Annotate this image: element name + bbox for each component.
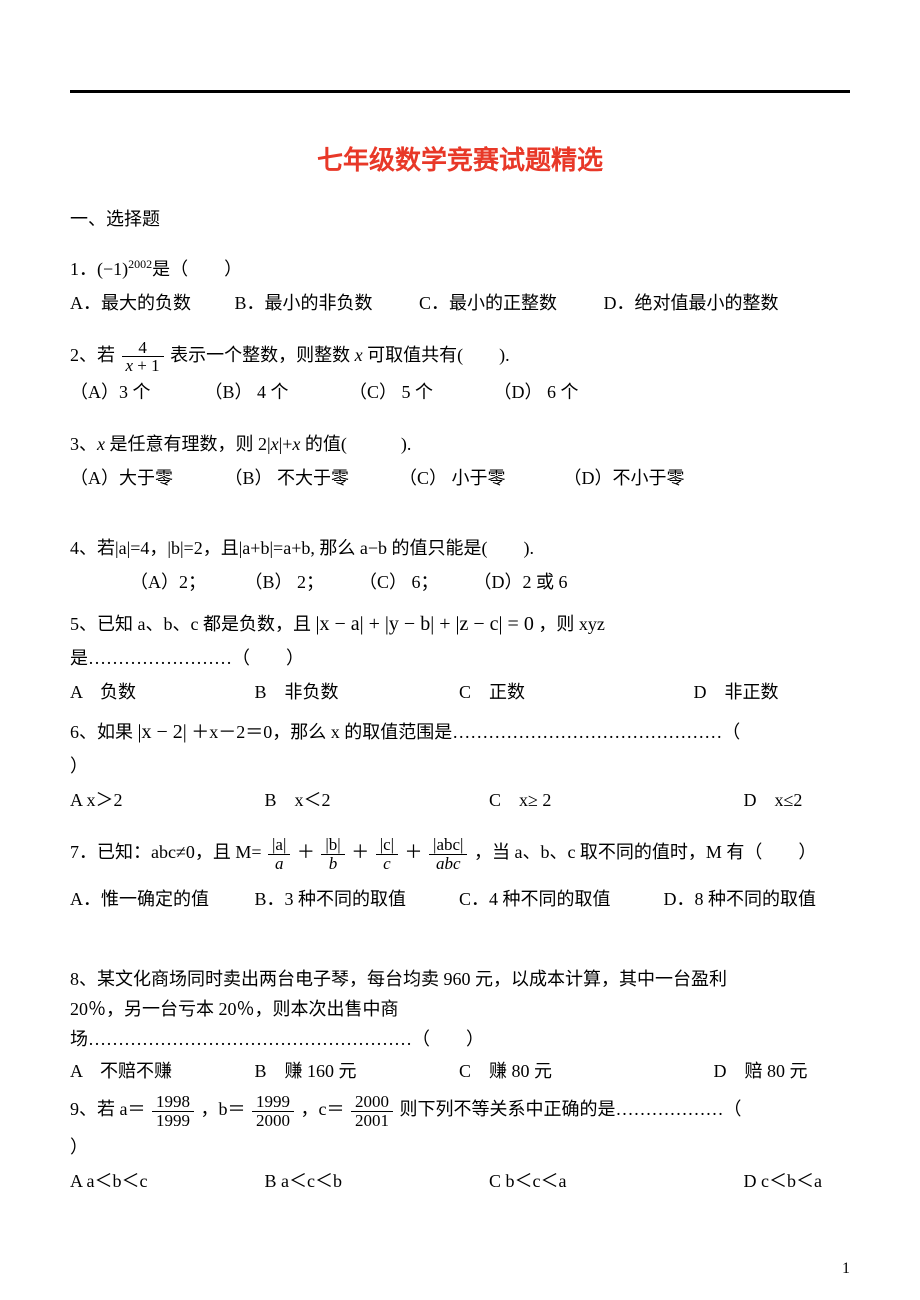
q3-opt-c: （C） 小于零 bbox=[399, 461, 559, 495]
q1-stem-b: 是（ ） bbox=[152, 259, 242, 279]
q1-stem-a: 1．(−1) bbox=[70, 259, 128, 279]
question-6: 6、如果 |x − 2| ＋x－2＝0，那么 x 的取值范围是………………………… bbox=[70, 715, 850, 817]
page-number: 1 bbox=[842, 1260, 850, 1278]
question-8: 8、某文化商场同时卖出两台电子琴，每台均卖 960 元，以成本计算，其中一台盈利… bbox=[70, 964, 850, 1088]
q2-options: （A）3 个 （B） 4 个 （C） 5 个 （D） 6 个 bbox=[70, 375, 850, 409]
q8-opt-b: B 赚 160 元 bbox=[255, 1054, 455, 1088]
q8-opt-c: C 赚 80 元 bbox=[459, 1054, 709, 1088]
q9-fc: 20002001 bbox=[351, 1093, 393, 1130]
q8-stem-a: 8、某文化商场同时卖出两台电子琴，每台均卖 960 元，以成本计算，其中一台盈利 bbox=[70, 964, 850, 994]
q6-close: ） bbox=[70, 749, 850, 783]
q2-fraction: 4 x + 1 bbox=[122, 339, 164, 376]
q5-stem-b: ，则 xyz bbox=[538, 614, 605, 634]
q6-opt-c: C x≥ 2 bbox=[489, 783, 739, 817]
q7-stem-a: 7．已知：abc≠0，且 M= bbox=[70, 842, 262, 862]
q5-expr: |x − a| + |y − b| + |z − c| = 0 bbox=[315, 613, 533, 635]
q1-opt-d: D．绝对值最小的整数 bbox=[604, 286, 779, 320]
question-4: 4、若|a|=4，|b|=2，且|a+b|=a+b, 那么 a−b 的值只能是(… bbox=[70, 531, 850, 599]
q9-options: A a＜b＜c B a＜c＜b C b＜c＜a D c＜b＜a bbox=[70, 1164, 850, 1198]
q5-stem-a: 5、已知 a、b、c 都是负数，且 bbox=[70, 614, 311, 634]
q9-stem-c: ，c＝ bbox=[301, 1099, 345, 1119]
document-title: 七年级数学竞赛试题精选 bbox=[70, 140, 850, 177]
q4-opt-a: （A）2； bbox=[130, 565, 240, 599]
q2-stem-b: 表示一个整数，则整数 bbox=[170, 345, 355, 365]
q6-options: A x＞2 B x＜2 C x≥ 2 D x≤2 bbox=[70, 783, 850, 817]
q6-stem-b: ＋x－2＝0，那么 x 的取值范围是………………………………………（ bbox=[191, 722, 740, 742]
q7-opt-c: C．4 种不同的取值 bbox=[459, 882, 659, 916]
q9-fa: 19981999 bbox=[152, 1093, 194, 1130]
q4-opt-c: （C） 6； bbox=[359, 565, 469, 599]
q9-opt-d: D c＜b＜a bbox=[744, 1164, 822, 1198]
q9-close: ） bbox=[70, 1130, 850, 1164]
q4-stem: 4、若|a|=4，|b|=2，且|a+b|=a+b, 那么 a−b 的值只能是(… bbox=[70, 538, 534, 558]
q7-f3: |c|c bbox=[376, 836, 398, 873]
q1-opt-b: B．最小的非负数 bbox=[235, 286, 415, 320]
q5-opt-c: C 正数 bbox=[459, 675, 689, 709]
q9-stem-b: ，b＝ bbox=[201, 1099, 246, 1119]
q9-opt-b: B a＜c＜b bbox=[265, 1164, 485, 1198]
q5-options: A 负数 B 非负数 C 正数 D 非正数 bbox=[70, 675, 850, 709]
q9-opt-c: C b＜c＜a bbox=[489, 1164, 739, 1198]
q1-opt-c: C．最小的正整数 bbox=[419, 286, 599, 320]
q7-f1: |a|a bbox=[268, 836, 290, 873]
page: 七年级数学竞赛试题精选 一、选择题 1．(−1)2002是（ ） A．最大的负数… bbox=[0, 0, 920, 1300]
q2-stem-c: 可取值共有( ). bbox=[363, 345, 510, 365]
q9-stem-a: 9、若 a＝ bbox=[70, 1099, 146, 1119]
q8-opt-a: A 不赔不赚 bbox=[70, 1054, 250, 1088]
question-7: 7．已知：abc≠0，且 M= |a|a ＋ |b|b ＋ |c|c ＋ |ab… bbox=[70, 835, 850, 916]
q2-var: x bbox=[355, 345, 363, 365]
q1-exponent: 2002 bbox=[128, 257, 152, 271]
q2-den: x + 1 bbox=[122, 357, 164, 375]
question-1: 1．(−1)2002是（ ） A．最大的负数 B．最小的非负数 C．最小的正整数… bbox=[70, 247, 850, 320]
q5-opt-b: B 非负数 bbox=[255, 675, 455, 709]
q3-opt-d: （D）不小于零 bbox=[564, 461, 685, 495]
q7-opt-b: B．3 种不同的取值 bbox=[255, 882, 455, 916]
q7-opt-a: A．惟一确定的值 bbox=[70, 882, 250, 916]
q2-stem-a: 2、若 bbox=[70, 345, 115, 365]
q8-opt-d: D 赔 80 元 bbox=[714, 1054, 808, 1088]
q5-opt-d: D 非正数 bbox=[694, 675, 779, 709]
top-rule bbox=[70, 90, 850, 93]
q3-opt-a: （A）大于零 bbox=[70, 461, 220, 495]
q6-opt-b: B x＜2 bbox=[265, 783, 485, 817]
question-3: 3、x 是任意有理数，则 2|x|+x 的值( ). （A）大于零 （B） 不大… bbox=[70, 427, 850, 495]
q2-opt-d: （D） 6 个 bbox=[494, 375, 579, 409]
q2-num: 4 bbox=[122, 339, 164, 358]
q3-stem-a: 3、 bbox=[70, 434, 97, 454]
q7-f4: |abc|abc bbox=[429, 836, 467, 873]
q2-opt-a: （A）3 个 bbox=[70, 375, 200, 409]
q8-stem-c: 场………………………………………………（ ） bbox=[70, 1024, 850, 1054]
q5-opt-a: A 负数 bbox=[70, 675, 250, 709]
q9-fb: 19992000 bbox=[252, 1093, 294, 1130]
question-5: 5、已知 a、b、c 都是负数，且 |x − a| + |y − b| + |z… bbox=[70, 607, 850, 709]
q6-opt-a: A x＞2 bbox=[70, 783, 260, 817]
q5-stem-c: 是……………………（ ） bbox=[70, 641, 850, 675]
q3-options: （A）大于零 （B） 不大于零 （C） 小于零 （D）不小于零 bbox=[70, 461, 850, 495]
q4-opt-d: （D）2 或 6 bbox=[474, 565, 568, 599]
q4-options: （A）2； （B） 2； （C） 6； （D）2 或 6 bbox=[70, 565, 850, 599]
q2-opt-b: （B） 4 个 bbox=[205, 375, 345, 409]
q8-options: A 不赔不赚 B 赚 160 元 C 赚 80 元 D 赔 80 元 bbox=[70, 1054, 850, 1088]
q3-opt-b: （B） 不大于零 bbox=[225, 461, 395, 495]
q6-opt-d: D x≤2 bbox=[744, 783, 803, 817]
q7-stem-b: ，当 a、b、c 取不同的值时，M 有（ ） bbox=[474, 842, 816, 862]
section-heading: 一、选择题 bbox=[70, 205, 850, 231]
q6-expr: |x − 2| bbox=[138, 721, 187, 743]
q7-opt-d: D．8 种不同的取值 bbox=[664, 882, 817, 916]
question-2: 2、若 4 x + 1 表示一个整数，则整数 x 可取值共有( ). （A）3 … bbox=[70, 338, 850, 409]
q1-opt-a: A．最大的负数 bbox=[70, 286, 230, 320]
q9-stem-d: 则下列不等关系中正确的是………………（ bbox=[400, 1099, 742, 1119]
q7-f2: |b|b bbox=[321, 836, 344, 873]
q9-opt-a: A a＜b＜c bbox=[70, 1164, 260, 1198]
question-9: 9、若 a＝ 19981999 ，b＝ 19992000 ，c＝ 2000200… bbox=[70, 1092, 850, 1197]
q8-stem-b: 20％，另一台亏本 20％，则本次出售中商 bbox=[70, 994, 850, 1024]
q2-opt-c: （C） 5 个 bbox=[349, 375, 489, 409]
q7-options: A．惟一确定的值 B．3 种不同的取值 C．4 种不同的取值 D．8 种不同的取… bbox=[70, 882, 850, 916]
q6-stem-a: 6、如果 bbox=[70, 722, 133, 742]
q4-opt-b: （B） 2； bbox=[245, 565, 355, 599]
q1-options: A．最大的负数 B．最小的非负数 C．最小的正整数 D．绝对值最小的整数 bbox=[70, 286, 850, 320]
